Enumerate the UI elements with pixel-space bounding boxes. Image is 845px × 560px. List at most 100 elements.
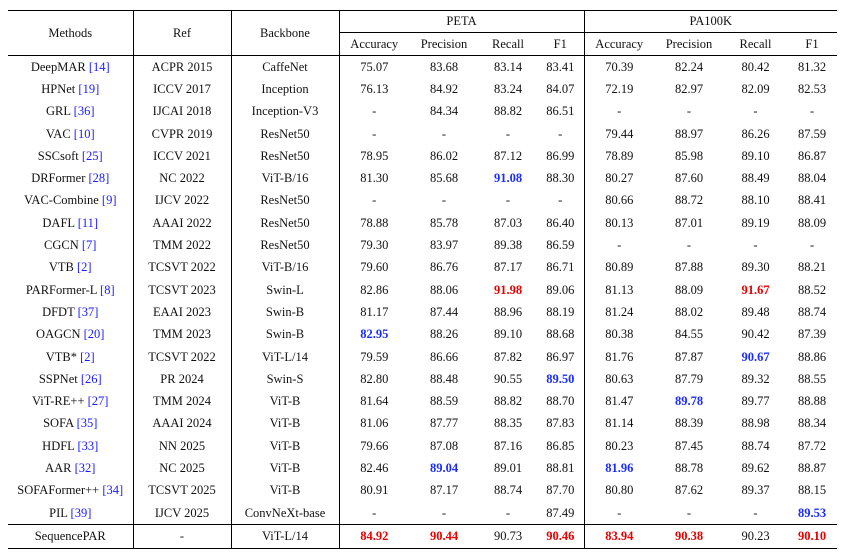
value-cell: 81.76 (583, 345, 654, 369)
value-cell: 81.24 (583, 301, 654, 324)
value-cell: - (558, 193, 563, 208)
value-cell: - (441, 193, 447, 208)
value-cell: 88.81 (546, 460, 575, 475)
value-cell: 87.88 (674, 260, 704, 275)
method-name: SOFA (43, 416, 74, 431)
value-cell: 87.08 (429, 438, 459, 453)
value-cell: 83.14 (479, 55, 537, 79)
value-cell: - (505, 126, 511, 141)
value-cell: 84.07 (546, 81, 575, 96)
value-cell: 88.82 (493, 104, 523, 119)
value-cell: 83.24 (493, 81, 523, 96)
value-cell: 86.97 (546, 349, 575, 364)
value-cell: 88.88 (797, 394, 827, 409)
value-cell: 81.17 (338, 301, 409, 324)
method-name: VAC (45, 126, 71, 141)
backbone-cell: Inception (230, 78, 339, 101)
ref-cell: TCSVT 2022 (132, 345, 231, 369)
value-cell: 83.41 (537, 55, 584, 79)
citation-link[interactable]: [8] (100, 282, 115, 297)
method-cell: GRL [36] (8, 101, 133, 123)
citation-link[interactable]: [35] (76, 416, 98, 431)
citation-link[interactable]: [11] (77, 215, 99, 230)
value-cell: 90.44 (409, 524, 479, 549)
table-body: DeepMAR [14] ACPR 2015 CaffeNet 75.07 83.68 8… (8, 55, 838, 549)
value-cell: 80.66 (583, 189, 654, 213)
value-cell: 88.86 (797, 349, 827, 364)
value-cell: 82.97 (674, 81, 704, 96)
ref-cell: TMM 2024 (132, 390, 231, 413)
value-cell: 88.02 (674, 304, 704, 319)
method-name: DeepMAR (30, 59, 86, 74)
value-cell: - (809, 238, 815, 253)
value-cell: 78.89 (583, 145, 654, 168)
value-cell: 78.95 (338, 145, 409, 168)
citation-link[interactable]: [14] (88, 59, 110, 74)
value-cell: 88.39 (674, 416, 704, 431)
value-cell: 79.60 (338, 256, 409, 279)
table-row: DAFL [11] AAAI 2022 ResNet50 78.88 85.78 87.0… (8, 212, 837, 235)
citation-link[interactable]: [9] (101, 193, 117, 208)
citation-link[interactable]: [27] (87, 394, 109, 409)
ref-cell: ICCV 2021 (132, 145, 231, 168)
value-cell: 80.27 (583, 167, 654, 190)
table-row: SOFAFormer++ [34] TCSVT 2025 ViT-B 80.91 87.… (8, 479, 837, 502)
header-peta: PETA (338, 10, 584, 33)
value-cell: 87.60 (674, 171, 704, 186)
citation-link[interactable]: [19] (78, 81, 100, 96)
value-cell: 88.30 (546, 171, 575, 186)
value-cell: 80.42 (724, 55, 787, 79)
value-cell: 84.55 (674, 327, 704, 342)
value-cell: 87.79 (674, 371, 704, 386)
citation-link[interactable]: [32] (74, 460, 96, 475)
citation-link[interactable]: [10] (73, 126, 95, 141)
table-row: VTB* [2] TCSVT 2022 ViT-L/14 79.59 86.66 87.8… (8, 345, 837, 369)
citation-link[interactable]: [34] (102, 483, 124, 498)
citation-link[interactable]: [28] (88, 171, 110, 186)
value-cell: 88.70 (546, 394, 575, 409)
value-cell: 86.59 (546, 238, 575, 253)
value-cell: 88.26 (429, 327, 459, 342)
citation-link[interactable]: [20] (83, 327, 105, 342)
ref-cell: IJCV 2025 (132, 501, 231, 525)
citation-link[interactable]: [33] (77, 438, 99, 453)
value-cell: - (583, 234, 654, 257)
value-cell: 86.26 (741, 126, 770, 141)
method-name: PIL (49, 505, 68, 520)
citation-link[interactable]: [2] (80, 349, 95, 364)
method-cell: VTB [2] (8, 257, 133, 279)
citation-link[interactable]: [26] (80, 371, 102, 386)
method-cell: HPNet [19] (8, 78, 133, 100)
ref-cell: NN 2025 (132, 435, 231, 458)
table-row: DeepMAR [14] ACPR 2015 CaffeNet 75.07 83.68 8… (8, 55, 838, 79)
value-cell: 82.95 (338, 323, 409, 346)
table-row: AAR [32] NC 2025 ViT-B 82.46 89.04 89.01 88.81… (8, 457, 837, 480)
value-cell: 87.01 (674, 215, 704, 230)
value-cell: 90.10 (787, 524, 838, 549)
citation-link[interactable]: [2] (77, 260, 92, 275)
value-cell: 87.16 (493, 438, 523, 453)
value-cell: 70.39 (583, 55, 654, 79)
value-cell: - (338, 501, 409, 525)
citation-link[interactable]: [37] (77, 304, 99, 319)
table-row: CGCN [7] TMM 2022 ResNet50 79.30 83.97 89.38 8… (8, 234, 837, 257)
citation-link[interactable]: [36] (73, 104, 95, 119)
citation-link[interactable]: [25] (81, 148, 103, 163)
value-cell: 90.23 (724, 524, 787, 549)
ref-cell: EAAI 2023 (132, 301, 231, 324)
value-cell: - (809, 104, 815, 119)
table-row: DFDT [37] EAAI 2023 Swin-B 81.17 87.44 88.96 8… (8, 301, 837, 324)
header-metric: Recall (492, 36, 524, 51)
value-cell: 86.85 (546, 438, 575, 453)
header-metric: F1 (553, 36, 567, 51)
method-cell: DRFormer [28] (8, 167, 133, 189)
value-cell: 86.87 (797, 148, 827, 163)
method-cell: SOFAFormer++ [34] (8, 480, 133, 502)
value-cell: 87.39 (797, 327, 827, 342)
method-name: SSPNet (38, 371, 78, 386)
value-cell: 87.62 (674, 483, 704, 498)
citation-link[interactable]: [7] (81, 238, 97, 253)
method-cell: DFDT [37] (8, 301, 133, 323)
ref-cell: AAAI 2024 (132, 412, 231, 436)
citation-link[interactable]: [39] (70, 505, 92, 520)
